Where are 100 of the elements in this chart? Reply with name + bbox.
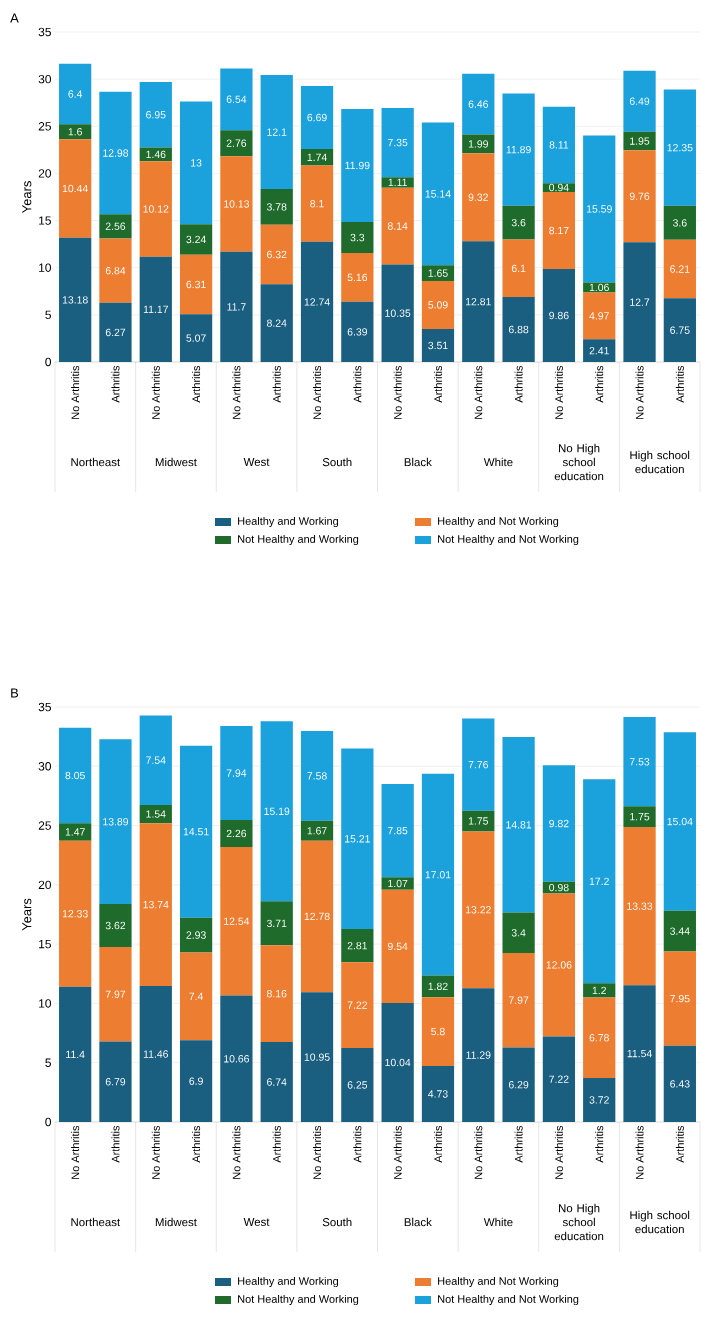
bar	[663, 298, 696, 362]
bar	[300, 992, 334, 1122]
data-label: 9.82	[549, 819, 569, 828]
bar	[59, 986, 92, 1122]
data-label: 12.81	[465, 297, 491, 306]
bar	[260, 901, 293, 946]
bar	[220, 130, 253, 157]
data-label: 12.78	[304, 912, 330, 921]
data-label: 7.97	[105, 990, 126, 998]
data-label: 12.74	[304, 298, 330, 306]
x-tick-label: No Arthritis	[313, 365, 322, 419]
data-label: 15.21	[345, 835, 370, 843]
data-label: 3.62	[105, 921, 126, 930]
bar	[502, 93, 535, 206]
bar	[341, 221, 374, 254]
data-label: 1.11	[388, 178, 407, 187]
bar	[59, 139, 92, 238]
data-label: 6.75	[670, 326, 690, 334]
x-tick-label: Arthritis	[353, 1125, 362, 1163]
legend-label: Healthy and Not Working	[438, 516, 559, 528]
data-label: 4.97	[589, 312, 609, 320]
data-label: 14.51	[183, 828, 209, 836]
bar	[663, 205, 696, 240]
text: Midwest	[155, 457, 197, 467]
bar	[220, 995, 253, 1122]
bar	[381, 1002, 414, 1122]
data-label: 10.35	[385, 309, 411, 317]
bar	[663, 89, 696, 206]
data-label: 11.54	[627, 1049, 652, 1058]
data-label: 6.54	[226, 95, 247, 104]
data-label: 9.86	[549, 311, 569, 320]
x-tick-label: Arthritis	[433, 1125, 442, 1163]
text: Black	[404, 1217, 432, 1227]
data-label: 5.07	[186, 334, 206, 342]
data-label: 15.04	[667, 817, 693, 826]
data-label: 12.35	[667, 143, 693, 152]
data-label: 11.17	[143, 305, 168, 313]
data-label: 11.99	[345, 161, 370, 170]
y-tick-label: 20	[38, 880, 52, 890]
y-tick-label: 30	[38, 74, 52, 84]
data-label: 10.66	[224, 1055, 250, 1063]
bar	[300, 86, 334, 150]
data-label: 9.76	[629, 192, 650, 200]
bar	[623, 985, 656, 1122]
bar	[260, 284, 293, 362]
bar	[179, 314, 213, 362]
data-label: 13.33	[627, 902, 653, 910]
bar	[663, 910, 696, 952]
bar	[139, 161, 172, 257]
text: White	[483, 1217, 513, 1227]
bar	[663, 732, 696, 911]
bar	[502, 297, 535, 362]
bar	[462, 718, 495, 811]
data-label: 5.16	[347, 273, 368, 282]
data-label: 7.97	[508, 996, 529, 1004]
data-label: 6.95	[146, 111, 166, 119]
bar	[381, 107, 414, 178]
bar	[139, 256, 172, 362]
bar	[623, 70, 656, 132]
bar	[341, 928, 374, 963]
text: West	[243, 458, 270, 466]
data-label: 13.89	[103, 818, 129, 826]
data-label: 12.1	[267, 128, 287, 136]
bar	[220, 846, 253, 996]
data-label: 10.95	[304, 1053, 330, 1061]
bar	[623, 806, 656, 828]
data-label: 12.98	[103, 149, 129, 157]
data-label: 6.4	[68, 90, 83, 98]
bar	[139, 147, 172, 162]
data-label: 6.21	[670, 265, 690, 273]
data-label: 10.44	[62, 184, 88, 193]
y-tick-label: 25	[38, 122, 51, 131]
x-tick-label: No Arthritis	[71, 365, 80, 419]
data-label: 6.25	[347, 1081, 368, 1089]
text: Black	[404, 457, 432, 467]
bar	[260, 1042, 293, 1122]
data-label: 11.29	[466, 1051, 491, 1059]
data-label: 11.46	[143, 1050, 169, 1058]
bar	[220, 251, 253, 362]
bar	[99, 302, 132, 362]
data-label: 7.85	[388, 826, 408, 835]
data-label: 3.4	[511, 929, 526, 937]
bar	[462, 831, 495, 989]
data-label: 6.27	[105, 328, 126, 337]
text: Northeast	[71, 457, 121, 467]
y-axis-title: Years	[22, 898, 32, 931]
data-label: 9.32	[468, 193, 488, 201]
bar	[300, 149, 334, 166]
x-tick-label: Arthritis	[595, 365, 604, 403]
data-label: 14.81	[506, 821, 532, 829]
data-label: 1.06	[589, 283, 609, 292]
data-label: 1.65	[428, 269, 448, 277]
data-label: 1.82	[428, 982, 448, 991]
data-label: 0.98	[549, 883, 569, 892]
data-label: 13.22	[465, 906, 491, 914]
y-tick-label: 10	[39, 263, 52, 272]
bar	[381, 187, 414, 265]
data-label: 6.69	[307, 113, 327, 122]
x-tick-label: No Arthritis	[232, 365, 241, 419]
data-label: 3.44	[670, 927, 690, 935]
